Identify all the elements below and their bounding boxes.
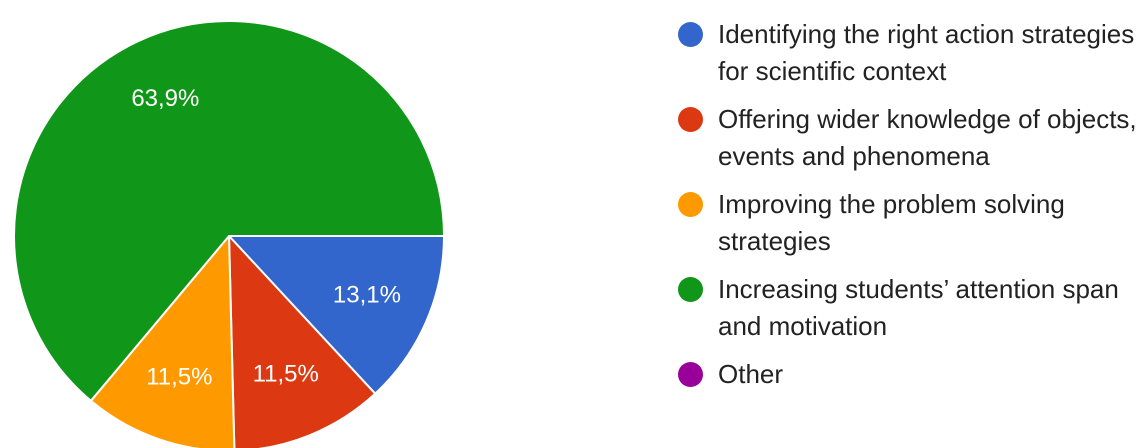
legend-item: Other [676,356,1136,393]
data-label: 63,9% [131,85,199,112]
data-label: 13,1% [333,282,401,309]
pie-chart: 13,1% 11,5% 11,5% 63,9% [13,20,446,448]
legend-label: Offering wider knowledge of objects, eve… [718,104,1136,171]
pie-slice [89,233,236,448]
pie-slice [13,20,446,403]
legend-swatch [678,22,703,47]
legend-label: Improving the problem solving strategies [718,189,1065,256]
data-label: 11,5% [253,361,319,388]
legend-swatch [678,362,703,387]
legend-item: Increasing students’ attention span and … [676,271,1136,345]
legend-swatch [678,107,703,132]
legend-item: Identifying the right action strategies … [676,16,1136,90]
legend-swatch [678,192,703,217]
legend-label: Increasing students’ attention span and … [718,274,1119,341]
legend-label: Other [718,359,784,389]
pie-slice [226,235,446,396]
legend-item: Offering wider knowledge of objects, eve… [676,101,1136,175]
legend-item: Improving the problem solving strategies [676,186,1136,260]
legend: Identifying the right action strategies … [676,16,1136,404]
pie-slice [227,233,377,448]
legend-label: Identifying the right action strategies … [718,19,1135,86]
data-label: 11,5% [146,363,212,390]
legend-swatch [678,277,703,302]
